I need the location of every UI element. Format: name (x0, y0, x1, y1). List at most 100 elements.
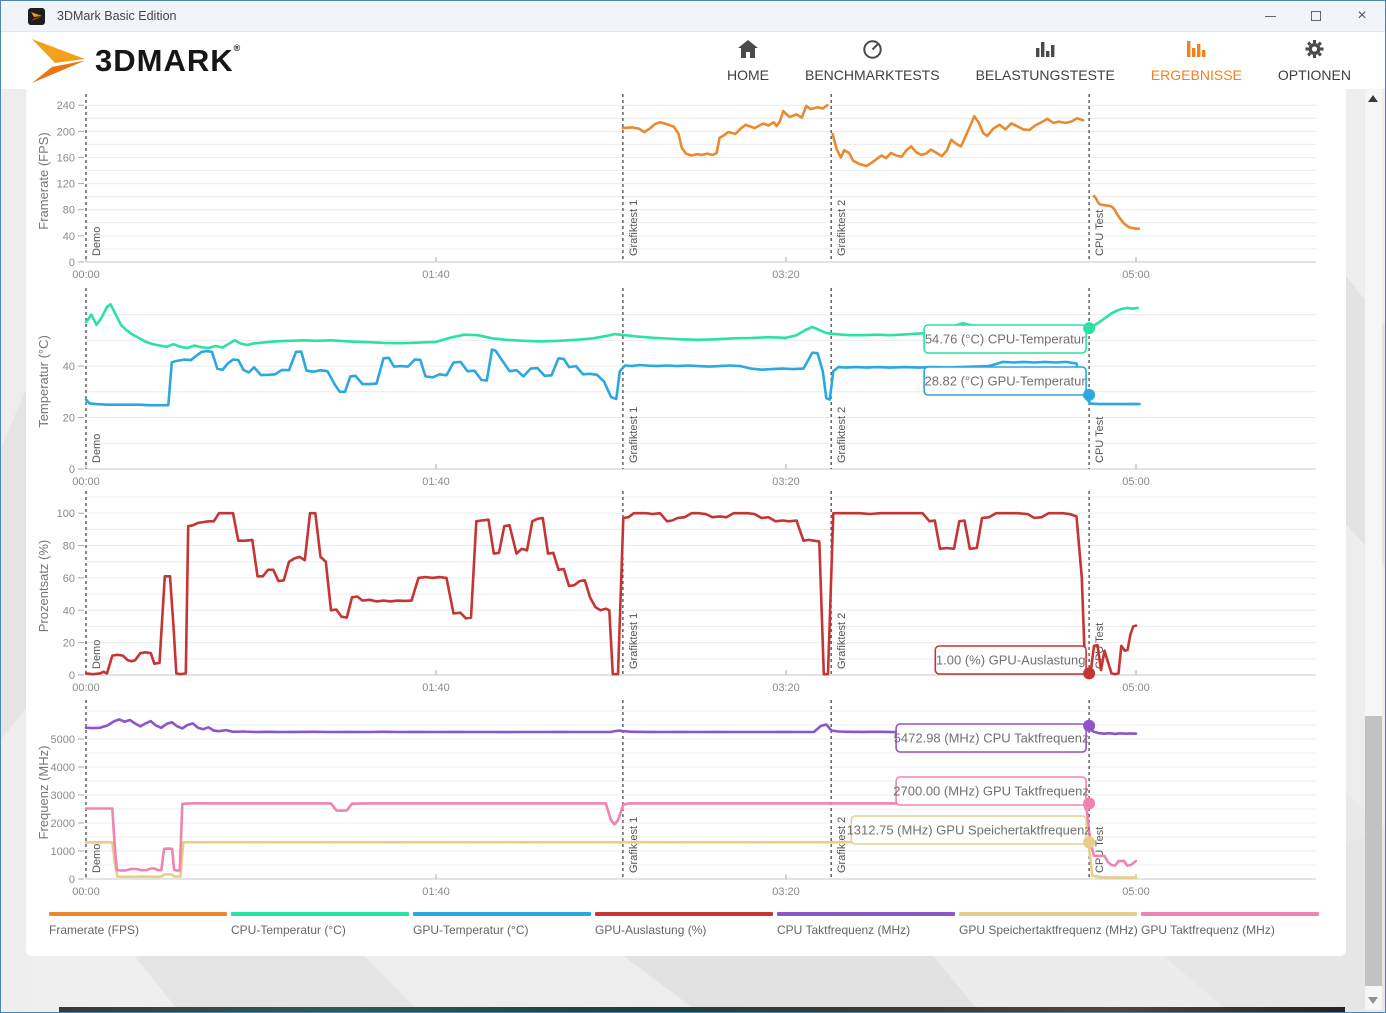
vertical-scrollbar[interactable] (1365, 89, 1382, 1010)
legend-label: GPU Speichertaktfrequenz (MHz) (959, 923, 1138, 937)
x-tick-label: 05:00 (1122, 886, 1150, 898)
desktop-edge (59, 1007, 1345, 1012)
close-button[interactable]: × (1339, 1, 1385, 31)
x-tick-label: 03:20 (772, 269, 800, 281)
minimize-icon (1264, 15, 1276, 17)
y-tick-label: 40 (63, 605, 75, 617)
y-tick-label: 0 (69, 874, 75, 886)
tooltip-label: 1.00 (%) GPU-Auslastung (936, 653, 1086, 668)
nav-home[interactable]: HOME (727, 39, 769, 83)
3dmark-arrow-icon (32, 38, 85, 83)
y-tick-label: 160 (57, 152, 75, 164)
y-tick-label: 80 (63, 205, 75, 217)
legend-label: Framerate (FPS) (49, 923, 140, 937)
series-GPU-Auslastung (%) (84, 511, 1138, 676)
y-tick-label: 5000 (51, 734, 75, 746)
legend-swatch (595, 912, 773, 916)
tooltip-marker (1083, 719, 1096, 732)
x-tick-label: 01:40 (422, 476, 450, 488)
y-axis-title: Prozentsatz (%) (36, 540, 51, 632)
nav-belastungsteste[interactable]: BELASTUNGSTESTE (976, 39, 1115, 83)
series-GPU-Temperatur (°C) (84, 348, 1141, 407)
legend-item[interactable]: GPU-Temperatur (°C) (413, 912, 595, 937)
chart-1[interactable]: 0 20 40 Temperatur (°C) 00:00 01:40 03:20 05:00… (36, 288, 1316, 488)
close-icon: × (1357, 7, 1367, 24)
y-tick-label: 1000 (51, 846, 75, 858)
tooltip-marker (1083, 322, 1096, 335)
bar-chart-icon (1034, 39, 1056, 64)
nav-label: BENCHMARKTESTS (805, 66, 940, 83)
gear-icon (1304, 39, 1325, 64)
y-tick-label: 80 (63, 541, 75, 553)
titlebar: 3DMark Basic Edition × (1, 1, 1385, 32)
x-tick-label: 00:00 (72, 682, 100, 694)
minimize-button[interactable] (1247, 1, 1293, 31)
series-Framerate (FPS) (621, 103, 829, 157)
y-axis-title: Frequenz (MHz) (36, 746, 51, 840)
legend-item[interactable]: Framerate (FPS) (49, 912, 231, 937)
results-card: 0 40 80 120 160 200 240 Framerate (FPS) 00:00 01:… (26, 89, 1346, 956)
nav-optionen[interactable]: OPTIONEN (1278, 39, 1351, 83)
section-label: CPU Test (1094, 417, 1106, 463)
nav-label: BELASTUNGSTESTE (975, 66, 1115, 83)
x-tick-label: 03:20 (772, 886, 800, 898)
legend-item[interactable]: GPU Taktfrequenz (MHz) (1141, 912, 1323, 937)
value-tooltip (895, 723, 1087, 753)
section-label: Grafiktest 1 (628, 613, 640, 669)
section-label: Grafiktest 1 (628, 817, 640, 873)
results-chart-icon (1185, 39, 1207, 64)
nav-benchmarktests[interactable]: BENCHMARKTESTS (805, 39, 940, 83)
y-tick-label: 2000 (51, 818, 75, 830)
nav-ergebnisse[interactable]: ERGEBNISSE (1151, 39, 1242, 83)
legend-label: GPU-Auslastung (%) (595, 923, 707, 937)
legend-item[interactable]: GPU Speichertaktfrequenz (MHz) (959, 912, 1141, 937)
window-title: 3DMark Basic Edition (57, 9, 177, 23)
legend-label: GPU Taktfrequenz (MHz) (1141, 923, 1275, 937)
chart-legend: Framerate (FPS) CPU-Temperatur (°C) GPU-Te… (49, 912, 1323, 937)
legend-item[interactable]: CPU Taktfrequenz (MHz) (777, 912, 959, 937)
scroll-down-icon[interactable] (1368, 997, 1378, 1004)
y-axis-title: Framerate (FPS) (36, 132, 51, 230)
section-label: Grafiktest 1 (628, 407, 640, 463)
y-tick-label: 20 (63, 638, 75, 650)
y-tick-label: 0 (69, 670, 75, 682)
chart-2[interactable]: 0 20 40 60 80 100 Prozentsatz (%) 00:00 01:40 03:… (36, 491, 1316, 694)
main-nav: HOME BENCHMARKTESTS BELASTUNGSTESTE ERGEBNI… (727, 39, 1351, 83)
legend-item[interactable]: CPU-Temperatur (°C) (231, 912, 413, 937)
tooltip-label: 5472.98 (MHz) CPU Taktfrequenz (894, 731, 1089, 746)
y-tick-label: 100 (57, 508, 75, 520)
value-tooltip (850, 815, 1087, 845)
legend-label: GPU-Temperatur (°C) (413, 923, 529, 937)
x-tick-label: 05:00 (1122, 476, 1150, 488)
series-Framerate (FPS) (831, 114, 1085, 168)
section-label: Grafiktest 2 (836, 407, 848, 463)
section-label: Demo (91, 434, 103, 463)
nav-label: ERGEBNISSE (1150, 66, 1242, 83)
legend-item[interactable]: GPU-Auslastung (%) (595, 912, 777, 937)
section-label: CPU Test (1094, 210, 1106, 256)
scrollbar-thumb[interactable] (1365, 716, 1382, 986)
x-tick-label: 03:20 (772, 476, 800, 488)
legend-label: CPU Taktfrequenz (MHz) (777, 923, 911, 937)
app-header: 3DMARK® HOME BENCHMARKTESTS BELASTUNGSTEST… (1, 32, 1385, 89)
scroll-up-icon[interactable] (1368, 95, 1378, 102)
tooltip-marker (1083, 836, 1096, 849)
maximize-button[interactable] (1293, 1, 1339, 31)
x-tick-label: 03:20 (772, 682, 800, 694)
nav-label: HOME (727, 66, 769, 83)
legend-swatch (959, 912, 1137, 916)
y-tick-label: 4000 (51, 762, 75, 774)
home-icon (737, 39, 759, 64)
y-tick-label: 20 (63, 413, 75, 425)
legend-swatch (413, 912, 591, 916)
chart-0[interactable]: 0 40 80 120 160 200 240 Framerate (FPS) 00:00 01:… (36, 94, 1316, 281)
section-label: Grafiktest 2 (836, 817, 848, 873)
legend-swatch (49, 912, 227, 916)
section-label: Grafiktest 2 (836, 613, 848, 669)
x-tick-label: 05:00 (1122, 269, 1150, 281)
series-GPU Speichertaktfrequenz (MHz) (84, 840, 1138, 879)
section-label: Demo (91, 844, 103, 873)
x-tick-label: 01:40 (422, 269, 450, 281)
